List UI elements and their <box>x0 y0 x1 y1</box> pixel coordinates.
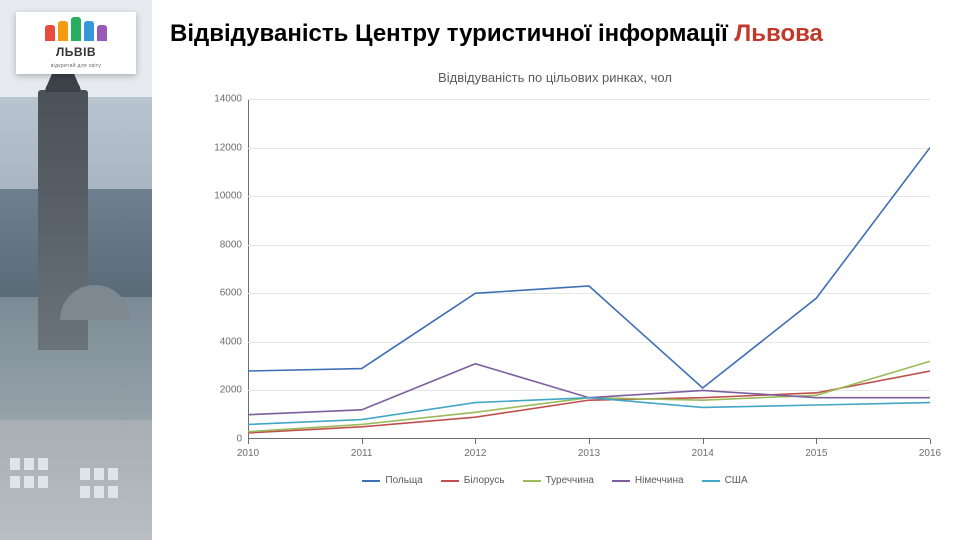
legend-label: Туреччина <box>546 475 594 486</box>
legend-item: Туреччина <box>523 475 594 486</box>
series-line <box>248 364 930 415</box>
legend-item: Білорусь <box>441 475 505 486</box>
x-tick-label: 2014 <box>692 448 714 459</box>
left-photo-strip <box>0 0 152 540</box>
legend-label: Німеччина <box>635 475 684 486</box>
x-tick-label: 2013 <box>578 448 600 459</box>
x-tick-label: 2015 <box>805 448 827 459</box>
page-title: Відвідуваність Центру туристичної інформ… <box>170 20 823 48</box>
legend-label: Білорусь <box>464 475 505 486</box>
logo-subtext: відкритий для світу <box>51 63 101 69</box>
y-tick-label: 8000 <box>200 239 242 250</box>
legend-item: США <box>702 475 748 486</box>
series-line <box>248 148 930 388</box>
y-tick-label: 6000 <box>200 288 242 299</box>
legend-swatch-icon <box>441 480 459 482</box>
chart-container: Відвідуваність по цільових ринках, чол 0… <box>170 70 940 530</box>
chart-legend: Польща Білорусь Туреччина Німеччина США <box>170 475 940 486</box>
page-root: ЛЬВІВ відкритий для світу Відвідуваність… <box>0 0 960 540</box>
x-tick-label: 2016 <box>919 448 941 459</box>
legend-item: Німеччина <box>612 475 684 486</box>
chart-lines <box>248 99 930 439</box>
y-tick-label: 4000 <box>200 336 242 347</box>
x-tick-label: 2011 <box>351 448 373 459</box>
y-tick-label: 10000 <box>200 191 242 202</box>
series-line <box>248 361 930 431</box>
legend-label: Польща <box>385 475 422 486</box>
legend-label: США <box>725 475 748 486</box>
legend-swatch-icon <box>362 480 380 482</box>
chart-plot-area: 0 2000 4000 6000 8000 10000 12000 14000 2010 2011… <box>200 89 940 469</box>
y-tick-label: 0 <box>200 434 242 445</box>
logo-card: ЛЬВІВ відкритий для світу <box>16 12 136 74</box>
chart-title: Відвідуваність по цільових ринках, чол <box>170 70 940 85</box>
legend-swatch-icon <box>612 480 630 482</box>
photo-buildings <box>0 420 152 540</box>
y-tick-label: 14000 <box>200 94 242 105</box>
title-accent: Львова <box>734 20 822 47</box>
series-line <box>248 371 930 433</box>
legend-swatch-icon <box>702 480 720 482</box>
logo-houses-icon <box>45 17 107 41</box>
title-main: Відвідуваність Центру туристичної інформ… <box>170 20 734 47</box>
logo-text: ЛЬВІВ <box>56 45 96 59</box>
legend-item: Польща <box>362 475 422 486</box>
x-tick-label: 2012 <box>464 448 486 459</box>
legend-swatch-icon <box>523 480 541 482</box>
y-tick-label: 2000 <box>200 385 242 396</box>
y-tick-label: 12000 <box>200 142 242 153</box>
x-tick-label: 2010 <box>237 448 259 459</box>
